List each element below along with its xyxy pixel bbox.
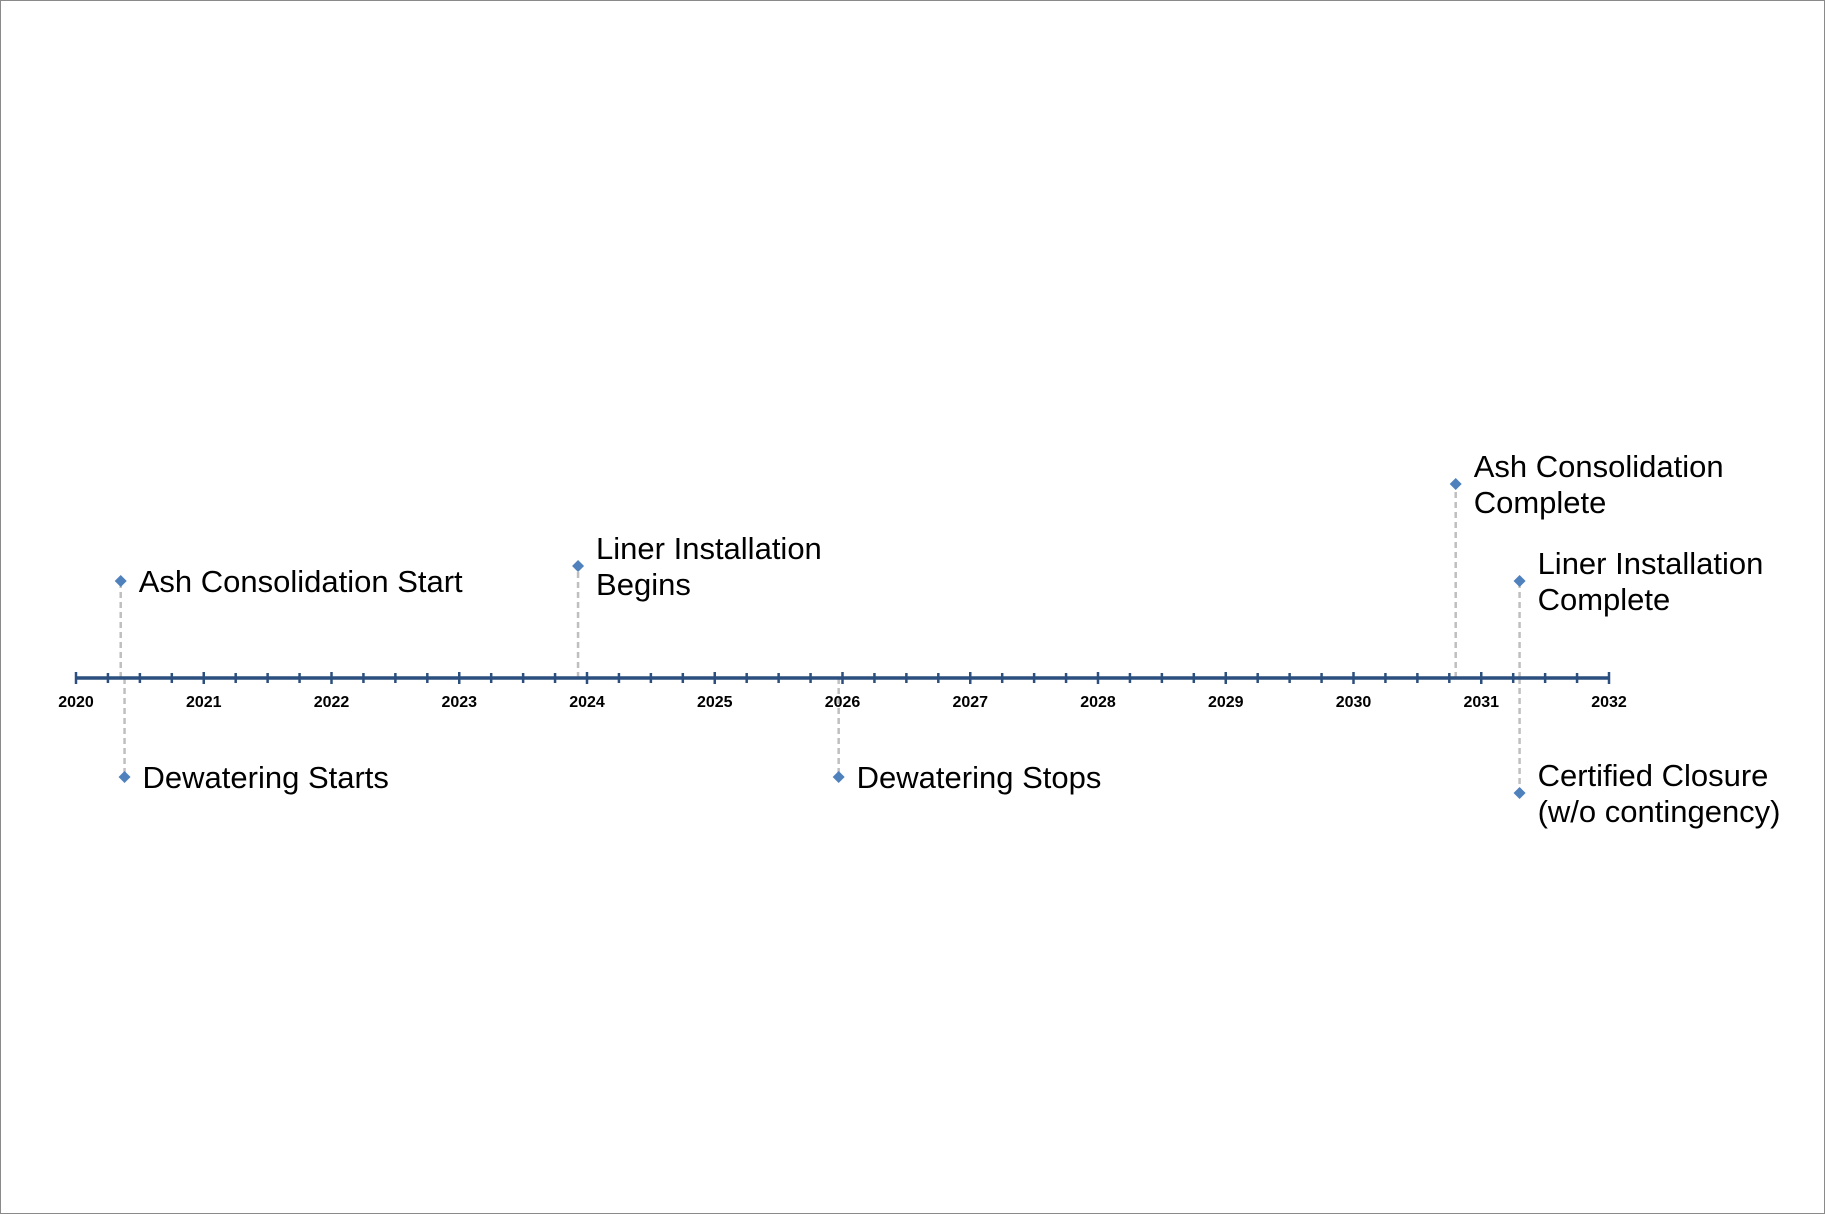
event-label-line: Complete	[1474, 485, 1607, 520]
event-label-line: (w/o contingency)	[1538, 794, 1781, 829]
marker-dewatering-starts	[118, 771, 131, 783]
year-labels: 2020 2021 2022 2023 2024 2025 2026 2027 2028 2029…	[58, 694, 1627, 711]
marker-ash-consolidation-start	[114, 575, 127, 587]
year-label-2032: 2032	[1591, 694, 1627, 711]
event-label-certified-closure: Certified Closure (w/o contingency)	[1538, 758, 1781, 829]
marker-certified-closure	[1513, 787, 1526, 799]
year-label-2031: 2031	[1463, 694, 1499, 711]
year-label-2021: 2021	[186, 694, 222, 711]
event-label-line: Ash Consolidation Start	[139, 564, 463, 599]
year-label-2027: 2027	[952, 694, 988, 711]
year-label-2020: 2020	[58, 694, 94, 711]
marker-liner-installation-begins	[572, 560, 585, 572]
event-label-liner-installation-complete: Liner Installation Complete	[1538, 546, 1764, 617]
year-label-2026: 2026	[825, 694, 861, 711]
event-label-ash-consolidation-complete: Ash Consolidation Complete	[1474, 449, 1724, 520]
event-markers: Ash Consolidation Start Liner Installatio…	[114, 449, 1781, 829]
event-label-ash-consolidation-start: Ash Consolidation Start	[139, 564, 463, 599]
connectors-layer	[119, 484, 1521, 793]
event-label-dewatering-starts: Dewatering Starts	[143, 760, 389, 795]
year-label-2024: 2024	[569, 694, 605, 711]
event-label-line: Complete	[1538, 582, 1671, 617]
event-label-line: Dewatering Stops	[857, 760, 1102, 795]
marker-dewatering-stops	[832, 771, 845, 783]
event-label-line: Ash Consolidation	[1474, 449, 1724, 484]
year-label-2023: 2023	[441, 694, 477, 711]
event-label-line: Begins	[596, 567, 691, 602]
marker-liner-installation-complete	[1513, 575, 1526, 587]
event-label-line: Dewatering Starts	[143, 760, 389, 795]
event-label-line: Liner Installation	[1538, 546, 1764, 581]
year-label-2029: 2029	[1208, 694, 1244, 711]
year-label-2028: 2028	[1080, 694, 1116, 711]
event-label-line: Liner Installation	[596, 531, 822, 566]
timeline-axis	[74, 672, 1611, 684]
year-label-2022: 2022	[314, 694, 350, 711]
event-label-line: Certified Closure	[1538, 758, 1769, 793]
year-label-2030: 2030	[1336, 694, 1372, 711]
marker-ash-consolidation-complete	[1449, 478, 1462, 490]
event-label-liner-installation-begins: Liner Installation Begins	[596, 531, 822, 602]
year-label-2025: 2025	[697, 694, 733, 711]
event-label-dewatering-stops: Dewatering Stops	[857, 760, 1102, 795]
